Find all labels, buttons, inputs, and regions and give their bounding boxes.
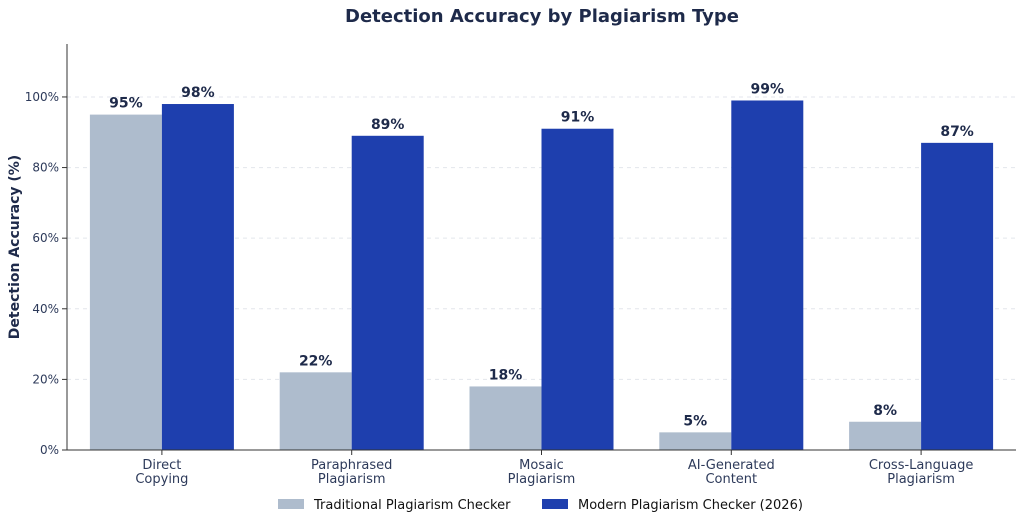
x-tick-label: Paraphrased bbox=[311, 458, 392, 473]
y-tick-label: 20% bbox=[32, 372, 59, 386]
legend-swatch bbox=[542, 499, 568, 509]
x-tick-label: Plagiarism bbox=[318, 472, 386, 487]
data-label: 87% bbox=[940, 124, 974, 140]
data-label: 95% bbox=[109, 96, 143, 112]
x-tick-label: Cross-Language bbox=[869, 458, 973, 473]
legend-label: Traditional Plagiarism Checker bbox=[313, 498, 511, 513]
y-tick-label: 100% bbox=[25, 90, 59, 104]
legend-swatch bbox=[278, 499, 304, 509]
data-label: 5% bbox=[683, 413, 707, 429]
bar bbox=[161, 104, 234, 450]
bar bbox=[89, 114, 162, 450]
legend: Traditional Plagiarism Checker Modern Pla… bbox=[278, 498, 803, 513]
data-label: 8% bbox=[873, 403, 897, 419]
bars bbox=[89, 100, 994, 451]
bar bbox=[731, 100, 804, 451]
y-tick-label: 60% bbox=[32, 231, 59, 245]
bar bbox=[541, 128, 614, 450]
data-label: 89% bbox=[371, 117, 405, 133]
bar bbox=[849, 421, 922, 450]
x-tick-label: Plagiarism bbox=[508, 472, 576, 487]
x-tick-label: Copying bbox=[135, 472, 188, 487]
x-tick-label: AI-Generated bbox=[688, 458, 775, 473]
x-tick-label: Mosaic bbox=[519, 458, 564, 473]
y-tick-label: 0% bbox=[40, 443, 59, 457]
bar bbox=[921, 142, 994, 450]
data-label: 18% bbox=[489, 367, 523, 383]
bar bbox=[469, 386, 542, 450]
chart-title: Detection Accuracy by Plagiarism Type bbox=[345, 6, 739, 27]
data-label: 98% bbox=[181, 85, 215, 101]
bar bbox=[659, 432, 732, 450]
bar bbox=[351, 135, 424, 450]
legend-label: Modern Plagiarism Checker (2026) bbox=[578, 498, 803, 513]
y-tick-label: 40% bbox=[32, 302, 59, 316]
data-label: 91% bbox=[561, 110, 595, 126]
y-tick-label: 80% bbox=[32, 161, 59, 175]
x-axis-ticks: DirectCopyingParaphrasedPlagiarismMosaic… bbox=[135, 450, 973, 487]
y-axis-label: Detection Accuracy (%) bbox=[7, 155, 23, 339]
y-axis-ticks: 0% 20% 40% 60% 80% 100% bbox=[25, 90, 67, 457]
data-label: 22% bbox=[299, 353, 333, 369]
data-label: 99% bbox=[751, 81, 785, 97]
x-tick-label: Direct bbox=[142, 458, 181, 473]
x-tick-label: Content bbox=[705, 472, 757, 487]
data-labels: 95% 98% 22% 89% 18% 91% 5% 99% 8% 87% bbox=[109, 81, 974, 429]
x-tick-label: Plagiarism bbox=[887, 472, 955, 487]
bar bbox=[279, 372, 352, 450]
